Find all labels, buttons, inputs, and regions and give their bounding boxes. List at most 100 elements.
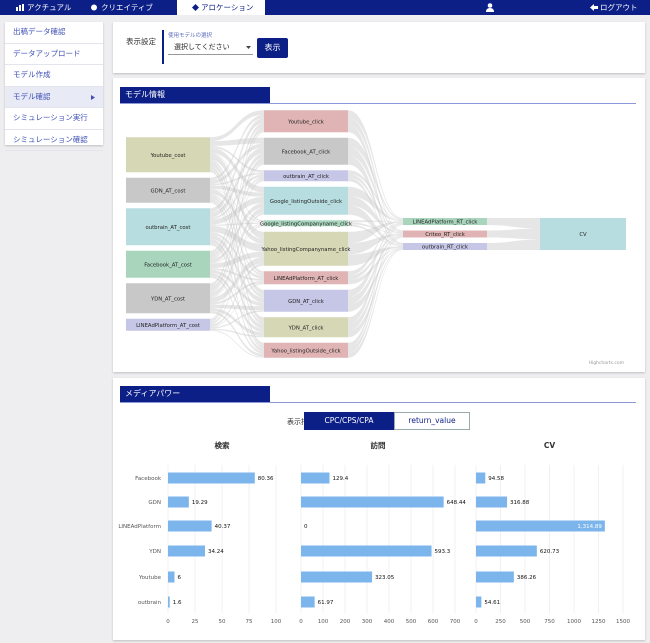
link — [348, 235, 403, 305]
settings-label: 表示設定 — [126, 37, 156, 46]
side-item[interactable]: シミュレーション確認 — [5, 130, 103, 151]
sankey-node — [403, 243, 487, 250]
link — [210, 188, 264, 223]
sankey-node — [403, 230, 487, 238]
metric-option[interactable]: return_value — [394, 412, 470, 430]
value-label: 61.97 — [318, 600, 334, 606]
node-label: CV — [579, 232, 587, 238]
x-tick-label: 400 — [384, 619, 395, 625]
link — [210, 137, 264, 146]
chart-title: 検索 — [215, 440, 230, 450]
node-label: LINEAdPlatform_AT_cost — [136, 323, 200, 329]
divider — [162, 30, 164, 64]
x-tick-label: 500 — [406, 619, 417, 625]
logout[interactable]: ログアウト — [600, 3, 638, 12]
icon — [91, 4, 97, 11]
node-label: Facebook_AT_cost — [144, 262, 192, 268]
link — [348, 235, 403, 280]
sankey-node — [264, 170, 348, 182]
sankey-node — [126, 318, 210, 331]
link — [210, 232, 264, 279]
side-item[interactable]: モデル作成 — [5, 65, 103, 87]
link — [210, 212, 264, 325]
sankey-node — [126, 208, 210, 246]
link — [210, 172, 264, 186]
x-tick-label: 25 — [192, 619, 199, 625]
chart-title: 訪問 — [371, 440, 386, 450]
x-tick-label: 1500 — [616, 619, 630, 625]
link — [348, 170, 403, 221]
side-item[interactable]: シミュレーション実行 — [5, 108, 103, 130]
link — [210, 268, 264, 281]
link — [210, 263, 264, 327]
node-label: outbrain_AT_cost — [145, 225, 190, 231]
bar — [301, 545, 432, 557]
side-item[interactable]: モデル確認 — [5, 86, 103, 108]
user-icon[interactable] — [486, 3, 494, 12]
link — [348, 177, 403, 246]
sidebar: 出稿データ確認 データアップロード モデル作成 モデル確認 シミュレーション実行… — [5, 22, 103, 151]
icon — [590, 4, 598, 11]
link — [210, 196, 264, 225]
y-tick-label: GDN — [148, 500, 161, 506]
link — [348, 236, 403, 353]
node-label: Youtube_click — [287, 119, 325, 125]
link — [210, 114, 264, 181]
bar — [476, 545, 537, 557]
caret — [246, 46, 251, 49]
value-label: 129.4 — [332, 476, 348, 482]
select[interactable]: 選択してください — [168, 40, 253, 55]
active-tab — [177, 0, 265, 15]
link — [210, 203, 264, 263]
bar — [476, 520, 605, 532]
sankey-node — [264, 289, 348, 312]
value-label: 648.44 — [447, 500, 467, 506]
bar — [168, 596, 170, 608]
link — [348, 110, 403, 219]
x-tick-label: 0 — [166, 619, 170, 625]
link — [348, 117, 403, 232]
sankey-node — [126, 283, 210, 314]
link — [348, 223, 403, 324]
x-tick-label: 200 — [340, 619, 351, 625]
media-panel: メディアパワー 表示指標 CPC/CPS/CPA return_value — [113, 378, 645, 640]
x-tick-label: 0 — [299, 619, 303, 625]
show-button[interactable]: 表示 — [257, 38, 288, 58]
link — [210, 189, 264, 245]
nav-tab[interactable]: アロケーション — [201, 3, 254, 12]
nav-tab[interactable]: クリエイティブ — [101, 3, 153, 12]
y-tick-label: LINEAdPlatform — [118, 524, 161, 530]
link — [210, 118, 264, 213]
link — [210, 225, 264, 325]
node-label: YDN_AT_cost — [150, 296, 185, 302]
link — [210, 242, 264, 352]
link — [487, 239, 540, 250]
node-label: outbrain_AT_click — [283, 174, 330, 180]
x-tick-label: 600 — [428, 619, 439, 625]
link — [348, 186, 403, 222]
sankey-node — [264, 342, 348, 358]
value-label: 80.36 — [258, 476, 274, 482]
side-item[interactable]: データアップロード — [5, 44, 103, 65]
link — [210, 269, 264, 307]
nav-tab[interactable]: アクチュアル — [27, 3, 72, 12]
value-label: 593.3 — [435, 549, 451, 555]
metric-label: 表示指標 — [287, 418, 315, 426]
link — [210, 222, 264, 226]
panel-title: メディアパワー — [120, 386, 270, 402]
link — [210, 162, 264, 322]
link — [210, 307, 264, 336]
y-tick-label: Youtube — [138, 575, 162, 581]
metric-option[interactable]: CPC/CPS/CPA — [304, 412, 394, 430]
link — [210, 176, 264, 259]
link — [210, 195, 264, 298]
value-label: 54.61 — [484, 600, 500, 606]
link — [210, 123, 264, 254]
side-item[interactable]: 出稿データ確認 — [5, 22, 103, 44]
node-label: LINEAdPlatform_AT_click — [274, 276, 340, 282]
link — [348, 247, 403, 312]
value-label: 94.58 — [488, 476, 504, 482]
node-label: outbrain_RT_click — [422, 245, 469, 251]
link — [210, 153, 264, 239]
node-label: GDN_AT_click — [288, 299, 325, 305]
